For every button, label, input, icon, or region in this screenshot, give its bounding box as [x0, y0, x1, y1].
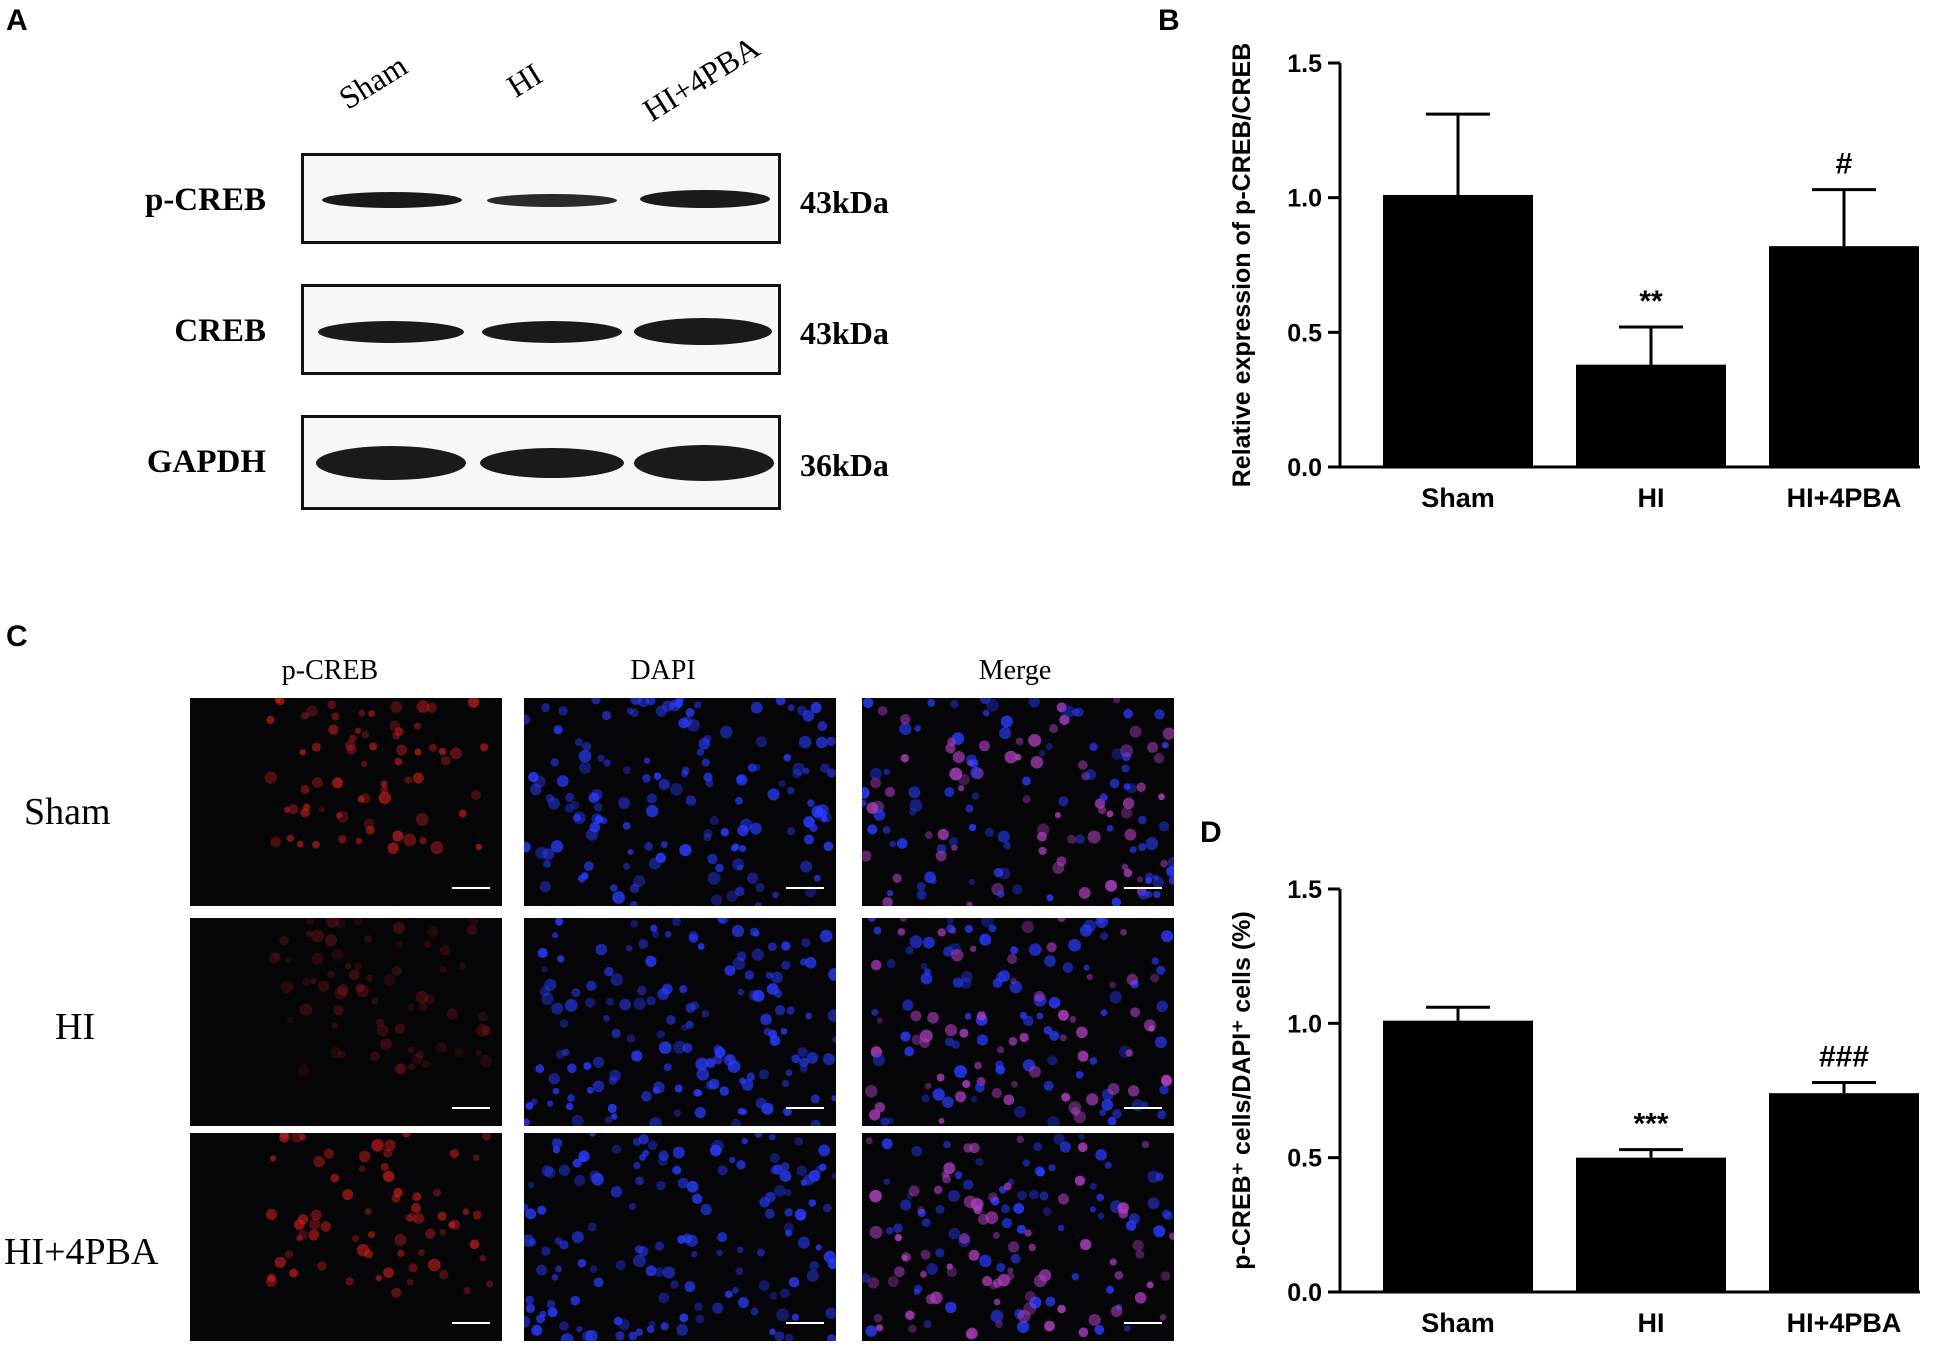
panel-letter-c: C [6, 620, 28, 653]
lane-label-hi: HI [500, 55, 549, 105]
row-label-sham: Sham [24, 791, 111, 833]
micrograph-pcreb-0 [190, 698, 502, 906]
chart-d-significance-label: ### [1819, 1040, 1869, 1073]
blot-kda-pcreb: 43kDa [800, 184, 889, 220]
chart-d-bar [1383, 1020, 1533, 1292]
lane-label-sham: Sham [332, 46, 414, 117]
chart-d-category-label: Sham [1421, 1308, 1495, 1338]
row-label-hi-4pba: HI+4PBA [4, 1231, 159, 1273]
band-hi [480, 448, 624, 478]
band-sham [322, 192, 462, 208]
blot-label-gapdh: GAPDH [146, 444, 266, 480]
chart-b-significance-label: # [1836, 148, 1853, 181]
chart-b-y-tick-label: 0.5 [1287, 319, 1322, 347]
micrograph-merge-2 [862, 1133, 1174, 1341]
chart-b-y-axis-label: Relative expression of p-CREB/CREB [1230, 43, 1256, 488]
band-hi-4pba [640, 190, 770, 208]
bar-chart-d: 0.0 0.5 1.0 1.5 p-CREB⁺ cells/DAPI⁺ cells (%… [1230, 876, 1920, 1338]
blot-strip-creb [301, 284, 781, 375]
band-hi-4pba [634, 445, 774, 481]
chart-b-category-label: HI [1638, 483, 1665, 513]
column-label-pcreb: p-CREB [281, 655, 379, 686]
micrograph-dapi-1 [524, 918, 836, 1126]
chart-b-significance-label: ** [1639, 285, 1663, 318]
row-label-hi: HI [55, 1006, 96, 1048]
chart-d-y-tick-label: 1.5 [1287, 876, 1322, 904]
micrograph-pcreb-1 [190, 918, 502, 1126]
chart-d-y-tick-label: 1.0 [1287, 1010, 1322, 1038]
blot-label-pcreb: p-CREB [144, 182, 266, 218]
micrograph-pcreb-2 [190, 1133, 502, 1341]
column-label-merge: Merge [978, 655, 1052, 686]
chart-d-bar [1769, 1093, 1919, 1292]
band-sham [318, 321, 464, 343]
blot-kda-gapdh: 36kDa [800, 447, 889, 483]
chart-b-y-tick-label: 1.0 [1287, 185, 1322, 213]
blot-strip-gapdh [301, 415, 781, 510]
blot-kda-creb: 43kDa [800, 315, 889, 351]
micrograph-merge-1 [862, 918, 1174, 1126]
panel-letter-a: A [6, 4, 28, 37]
chart-b-category-label: Sham [1421, 483, 1495, 513]
chart-b-bars: Sham ** HI # HI+4PBA [1383, 112, 1919, 513]
column-label-dapi: DAPI [630, 655, 696, 686]
micrograph-dapi-2 [524, 1133, 836, 1341]
chart-d-bar [1576, 1157, 1726, 1292]
chart-d-category-label: HI [1638, 1308, 1665, 1338]
panel-letter-d: D [1200, 816, 1222, 849]
band-hi-4pba [634, 318, 772, 345]
panel-letter-b: B [1158, 4, 1180, 37]
band-hi [487, 194, 617, 207]
chart-b-bar [1383, 194, 1533, 467]
micrograph-merge-0 [862, 698, 1174, 906]
lane-label-hi-4pba: HI+4PBA [636, 28, 766, 129]
chart-d-y-axis-label: p-CREB⁺ cells/DAPI⁺ cells (%) [1230, 911, 1256, 1269]
chart-b-bar [1769, 246, 1919, 467]
bar-chart-b: 0.0 0.5 1.0 1.5 Relative expression of p-CRE… [1230, 43, 1920, 513]
chart-d-y-tick-label: 0.0 [1287, 1279, 1322, 1307]
chart-b-bar [1576, 364, 1726, 467]
band-sham [316, 446, 466, 480]
band-hi [482, 321, 622, 343]
blot-label-creb: CREB [174, 313, 266, 349]
chart-d-bars: Sham *** HI ### HI+4PBA [1383, 1005, 1919, 1338]
blot-strip-pcreb [301, 153, 781, 244]
chart-b-y-tick-label: 1.5 [1287, 50, 1322, 78]
chart-b-y-tick-label: 0.0 [1287, 454, 1322, 482]
chart-b-category-label: HI+4PBA [1787, 483, 1902, 513]
chart-d-significance-label: *** [1633, 1108, 1668, 1141]
chart-d-category-label: HI+4PBA [1787, 1308, 1902, 1338]
chart-d-y-tick-label: 0.5 [1287, 1145, 1322, 1173]
micrograph-dapi-0 [524, 698, 836, 906]
